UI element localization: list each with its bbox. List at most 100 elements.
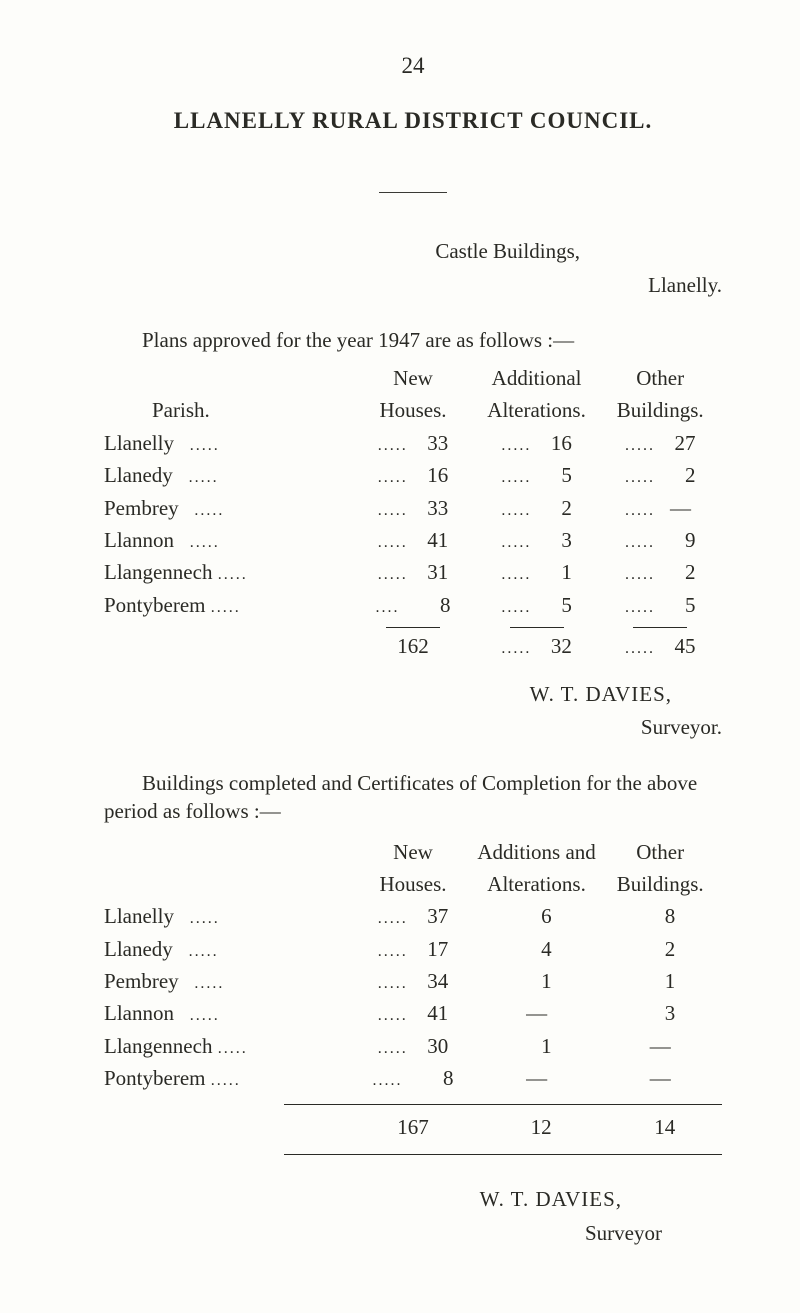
cell-value: 16 [418,461,448,489]
dots: ..... [625,502,655,519]
dots: ..... [194,975,224,992]
total-value: 162 [397,632,429,660]
parish-name: Llanelly [104,431,174,455]
page-number: 24 [104,50,722,81]
cell-value: 8 [645,902,675,930]
address-line-2: Llanelly. [104,271,722,299]
parish-name: Pontyberem [104,593,205,617]
signature-title: Surveyor. [104,713,722,741]
total-row: 162 ..... 32 ..... 45 [104,630,722,662]
cell-value: — [645,1032,675,1060]
cell-value: 5 [665,591,695,619]
cell-value: — [522,999,552,1027]
cell-value: 8 [423,1064,453,1092]
dots: ..... [378,910,408,927]
cell-value: 4 [522,935,552,963]
col-header-other: Other [598,362,722,394]
dots: ..... [378,975,408,992]
dots: ..... [625,566,655,583]
cell-value: 1 [522,1032,552,1060]
parish-name: Llangennech [104,1034,212,1058]
dots: ..... [625,599,655,616]
col-header-additional: Additional [475,362,599,394]
parish-name: Llanelly [104,904,174,928]
col-header-alterations: Alterations. [475,394,599,426]
col-header-alterations: Alterations. [475,868,599,900]
col-header-buildings: Buildings. [598,394,722,426]
parish-name: Llannon [104,1001,174,1025]
cell-value: 27 [665,429,695,457]
dots: ..... [625,534,655,551]
cell-value: 5 [542,461,572,489]
cell-value: 17 [418,935,448,963]
signature-title: Surveyor [104,1219,722,1247]
dots: ..... [190,534,220,551]
table-row: Pembrey ..... ..... 34 1 1 [104,965,722,997]
table-row: Pontyberem ..... ..... 8 — — [104,1062,722,1094]
table-row: Llannon ..... ..... 41 ..... 3 ..... 9 [104,524,722,556]
table-header-row: New Additions and Other [104,836,722,868]
table-row: Llangennech ..... ..... 31 ..... 1 .....… [104,556,722,588]
table-header-row: New Additional Other [104,362,722,394]
dots: ..... [211,599,241,616]
table-rule [284,1154,722,1155]
cell-value: 1 [645,967,675,995]
column-rule [633,627,687,628]
document-page: 24 LLANELLY RURAL DISTRICT COUNCIL. Cast… [0,0,800,1313]
col-header-parish: Parish. [104,394,351,426]
dots: ..... [190,437,220,454]
signature-name: W. T. DAVIES, [104,680,722,708]
table-row: Llanelly ..... ..... 33 ..... 16 ..... 2… [104,427,722,459]
total-value: 32 [542,632,572,660]
cell-value: 3 [645,999,675,1027]
cell-value: 8 [420,591,450,619]
dots: ..... [501,599,531,616]
total-value: 167 [397,1113,429,1141]
parish-name: Llanedy [104,937,173,961]
col-header-other: Other [598,836,722,868]
parish-name: Llangennech [104,560,212,584]
dots: ..... [501,469,531,486]
parish-name: Pontyberem [104,1066,205,1090]
total-row: 167 12 14 [104,1111,722,1143]
dots: ..... [625,640,655,657]
total-value: 45 [665,632,695,660]
dots: ..... [378,1007,408,1024]
table-row: Llanedy ..... ..... 17 4 2 [104,933,722,965]
col-header-additions: Additions and [475,836,599,868]
dots: ..... [378,943,408,960]
table-rule [284,1104,722,1105]
total-value: 12 [522,1113,552,1141]
cell-value: 31 [418,558,448,586]
dots: ..... [378,534,408,551]
cell-value: 1 [542,558,572,586]
dots: ..... [190,1007,220,1024]
col-header-houses: Houses. [351,394,475,426]
parish-name: Pembrey [104,969,179,993]
cell-value: 3 [542,526,572,554]
table-row: Llannon ..... ..... 41 — 3 [104,997,722,1029]
col-header-new: New [351,362,475,394]
cell-value: 33 [418,429,448,457]
dots: ..... [501,566,531,583]
cell-value: 41 [418,999,448,1027]
col-header-buildings: Buildings. [598,868,722,900]
column-rule [510,627,564,628]
address-line-1: Castle Buildings, [104,237,722,265]
dots: ..... [211,1072,241,1089]
table-row: Llanedy ..... ..... 16 ..... 5 ..... 2 [104,459,722,491]
dots: ..... [194,502,224,519]
dots: ..... [189,943,219,960]
cell-value: 6 [522,902,552,930]
divider [379,192,447,193]
total-value: 14 [645,1113,675,1141]
parish-name: Llanedy [104,463,173,487]
cell-value: 9 [665,526,695,554]
dots: ..... [501,502,531,519]
column-rule [386,627,440,628]
parish-name: Llannon [104,528,174,552]
dots: .... [375,599,399,616]
table-header-row: Houses. Alterations. Buildings. [104,868,722,900]
cell-value: 34 [418,967,448,995]
dots: ..... [378,1040,408,1057]
